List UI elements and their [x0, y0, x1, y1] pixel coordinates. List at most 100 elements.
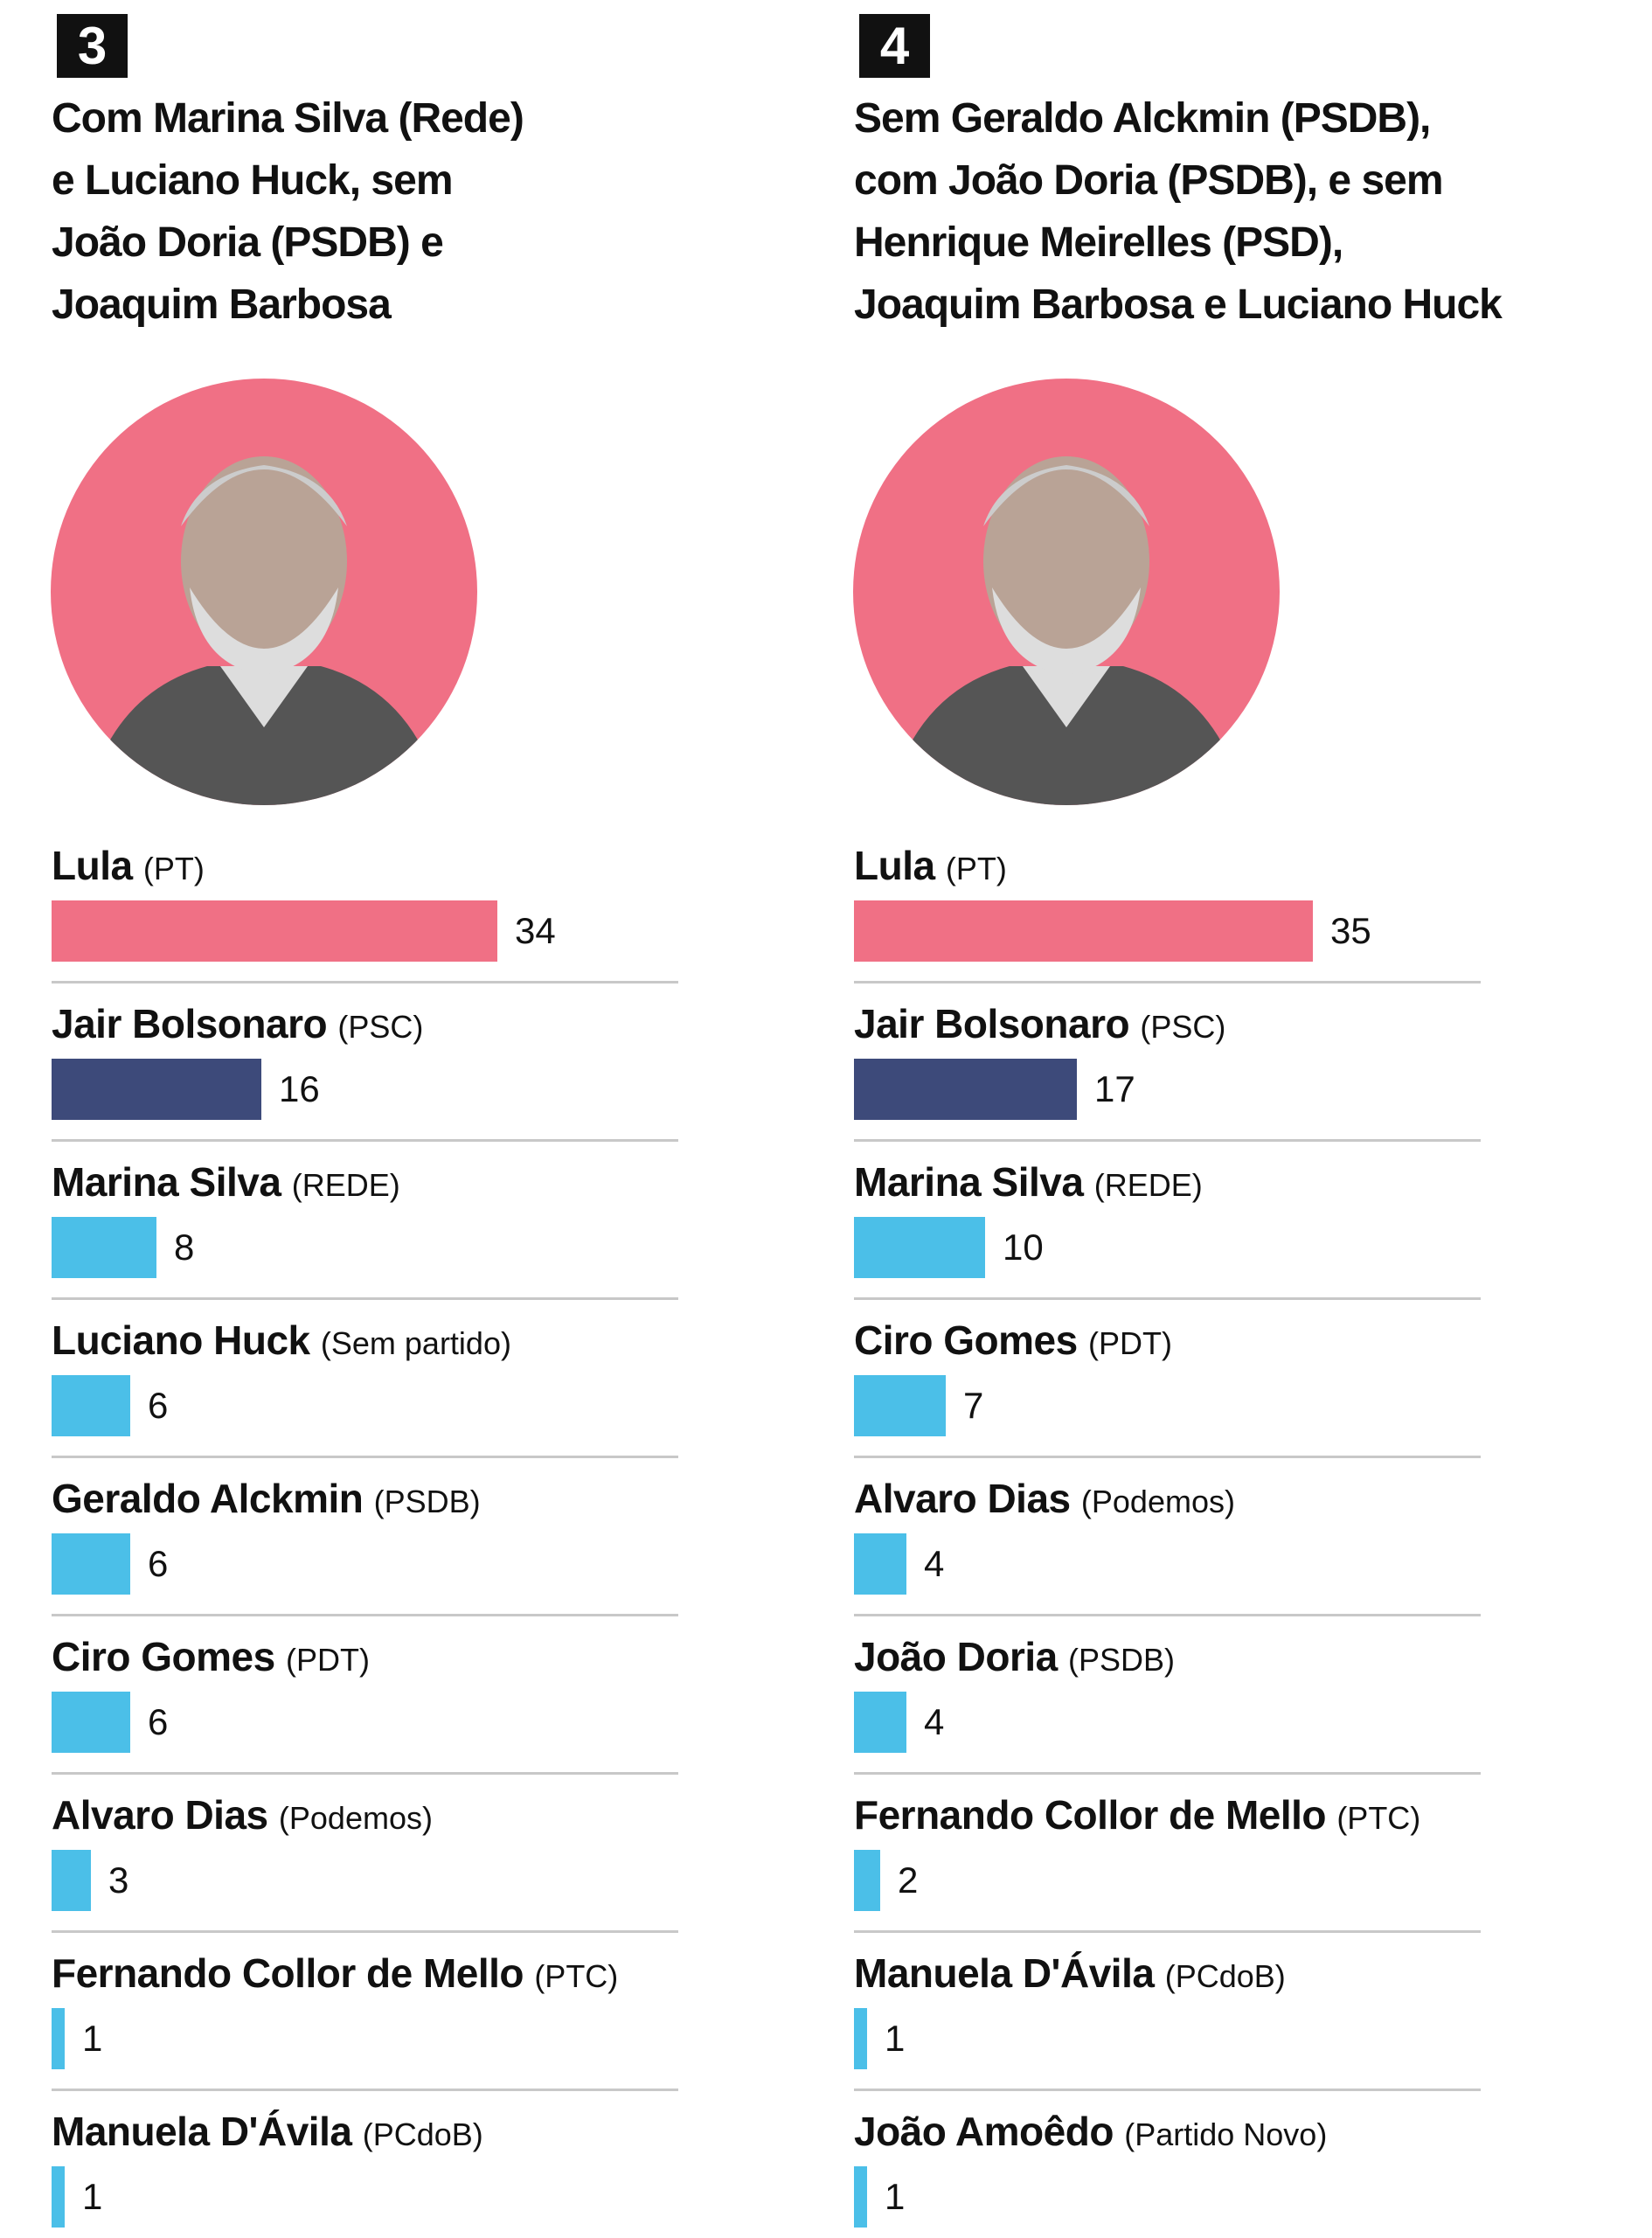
panel-number: 4 — [859, 14, 930, 78]
party: (PCdoB) — [362, 2116, 483, 2152]
panel-title-line: com João Doria (PSDB), e sem — [854, 157, 1444, 204]
party: (PCdoB) — [1164, 1958, 1286, 1994]
value-label: 34 — [515, 910, 556, 951]
candidate-name-text: Lula — [52, 843, 133, 888]
party: (PTC) — [534, 1958, 619, 1994]
value-label: 6 — [148, 1701, 169, 1742]
value-label: 4 — [924, 1543, 945, 1584]
value-label: 7 — [963, 1385, 984, 1426]
bar — [52, 2008, 65, 2069]
bar — [854, 1375, 946, 1436]
panel-title-line: e Luciano Huck, sem — [52, 157, 453, 204]
separator — [52, 1139, 678, 1142]
separator — [854, 981, 1481, 983]
candidate-name-text: João Doria — [854, 1634, 1058, 1679]
value-label: 1 — [82, 2018, 103, 2059]
candidate-name: Lula (PT) — [52, 841, 205, 893]
bar — [52, 1692, 130, 1753]
party: (PDT) — [286, 1642, 370, 1678]
value-label: 17 — [1094, 1068, 1135, 1109]
party: (PSDB) — [1068, 1642, 1176, 1678]
candidate-name: Jair Bolsonaro (PSC) — [854, 999, 1225, 1052]
candidate-name: Lula (PT) — [854, 841, 1007, 893]
separator — [854, 1456, 1481, 1458]
panel-title-line: Sem Geraldo Alckmin (PSDB), — [854, 95, 1431, 142]
candidate-name: Ciro Gomes (PDT) — [52, 1632, 370, 1685]
candidate-name-text: Manuela D'Ávila — [854, 1950, 1155, 1996]
separator — [52, 2089, 678, 2091]
candidate-name: Manuela D'Ávila (PCdoB) — [854, 1949, 1286, 2001]
candidate-name: Marina Silva (REDE) — [854, 1157, 1203, 1210]
value-label: 1 — [82, 2176, 103, 2217]
party: (PT) — [945, 851, 1007, 886]
bar — [52, 1375, 130, 1436]
bar — [854, 1217, 985, 1278]
candidate-name: Manuela D'Ávila (PCdoB) — [52, 2107, 483, 2159]
separator — [52, 1456, 678, 1458]
separator — [854, 1772, 1481, 1775]
separator — [854, 1614, 1481, 1616]
panel-title-line: João Doria (PSDB) e — [52, 219, 444, 266]
panel-number: 3 — [57, 14, 128, 78]
bar — [854, 2008, 867, 2069]
party: (PSC) — [1140, 1009, 1226, 1045]
party: (PSDB) — [373, 1484, 481, 1519]
bar — [854, 1850, 880, 1911]
separator — [52, 981, 678, 983]
value-label: 8 — [174, 1227, 195, 1268]
bar — [52, 2166, 65, 2228]
candidate-name: João Amoêdo (Partido Novo) — [854, 2107, 1327, 2159]
value-label: 4 — [924, 1701, 945, 1742]
party: (PTC) — [1336, 1800, 1421, 1836]
portrait — [853, 379, 1280, 805]
value-label: 3 — [108, 1859, 129, 1901]
value-label: 6 — [148, 1385, 169, 1426]
separator — [52, 1297, 678, 1300]
party: (Sem partido) — [320, 1325, 511, 1361]
party: (Podemos) — [278, 1800, 433, 1836]
candidate-name: Fernando Collor de Mello (PTC) — [52, 1949, 618, 2001]
candidate-name: Jair Bolsonaro (PSC) — [52, 999, 423, 1052]
candidate-name-text: Geraldo Alckmin — [52, 1476, 364, 1521]
value-label: 6 — [148, 1543, 169, 1584]
party: (PT) — [142, 851, 205, 886]
candidate-name: João Doria (PSDB) — [854, 1632, 1175, 1685]
bar — [854, 2166, 867, 2228]
candidate-name: Alvaro Dias (Podemos) — [52, 1790, 433, 1843]
candidate-name-text: Lula — [854, 843, 935, 888]
candidate-name-text: Jair Bolsonaro — [52, 1001, 328, 1046]
panel-title-line: Henrique Meirelles (PSD), — [854, 219, 1343, 266]
value-label: 1 — [885, 2176, 906, 2217]
candidate-name-text: Manuela D'Ávila — [52, 2109, 352, 2154]
value-label: 10 — [1003, 1227, 1044, 1268]
value-label: 1 — [885, 2018, 906, 2059]
bar — [52, 900, 497, 962]
value-label: 35 — [1330, 910, 1371, 951]
bar — [854, 1692, 906, 1753]
bar — [52, 1533, 130, 1595]
party: (Podemos) — [1080, 1484, 1235, 1519]
separator — [854, 1930, 1481, 1933]
panel-title-line: Joaquim Barbosa — [52, 281, 392, 328]
value-label: 2 — [898, 1859, 919, 1901]
panel-title-line: Joaquim Barbosa e Luciano Huck — [854, 281, 1503, 328]
candidate-name: Ciro Gomes (PDT) — [854, 1316, 1172, 1368]
bar — [52, 1217, 156, 1278]
party: (PDT) — [1088, 1325, 1172, 1361]
party: (Partido Novo) — [1124, 2116, 1328, 2152]
candidate-name-text: João Amoêdo — [854, 2109, 1114, 2154]
party: (PSC) — [337, 1009, 424, 1045]
candidate-name-text: Jair Bolsonaro — [854, 1001, 1130, 1046]
separator — [52, 1772, 678, 1775]
candidate-name: Luciano Huck (Sem partido) — [52, 1316, 511, 1368]
party: (REDE) — [1093, 1167, 1203, 1203]
portrait — [51, 379, 477, 805]
candidate-name-text: Marina Silva — [854, 1159, 1084, 1205]
candidate-name: Marina Silva (REDE) — [52, 1157, 400, 1210]
bar — [854, 1533, 906, 1595]
separator — [854, 2089, 1481, 2091]
candidate-name: Geraldo Alckmin (PSDB) — [52, 1474, 481, 1526]
candidate-name-text: Marina Silva — [52, 1159, 281, 1205]
bar — [854, 1059, 1077, 1120]
